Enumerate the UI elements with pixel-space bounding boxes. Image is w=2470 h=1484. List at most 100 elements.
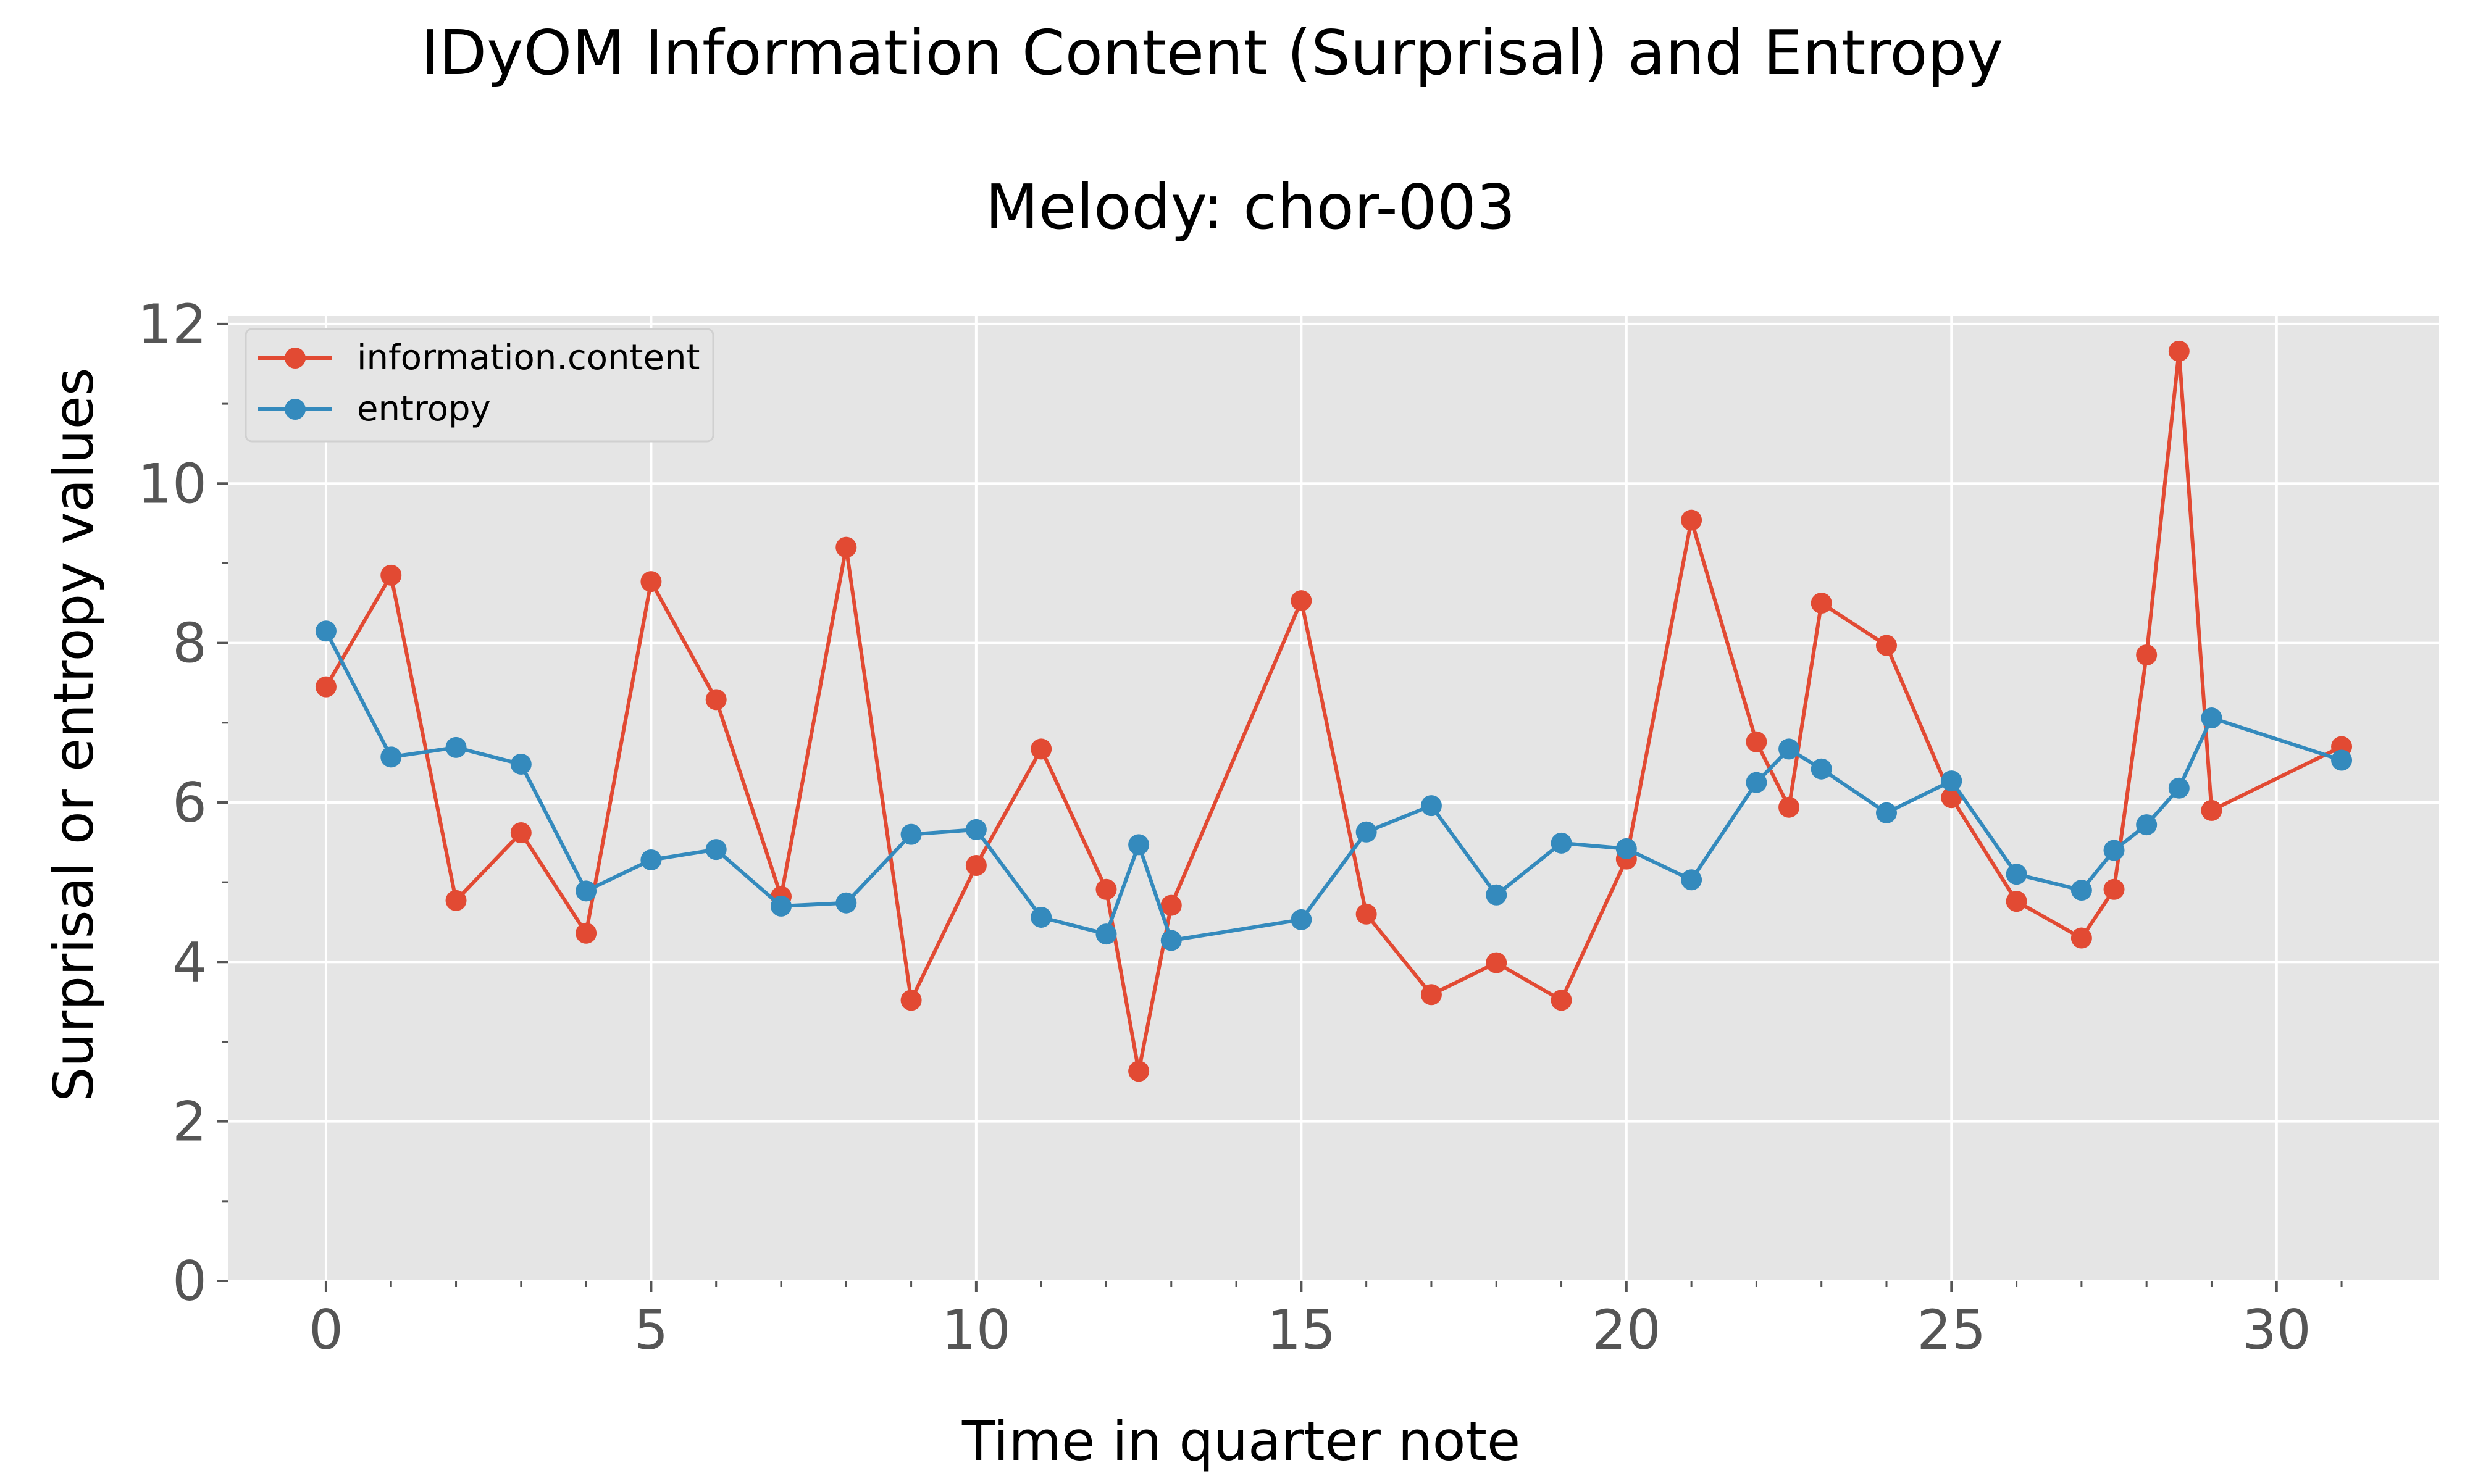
data-point (1486, 884, 1507, 906)
x-tick-label: 5 (634, 1298, 668, 1362)
data-point (705, 689, 727, 711)
legend-marker-information-content (285, 348, 306, 369)
data-point (1486, 952, 1507, 973)
data-point (315, 620, 337, 642)
series-line (324, 349, 2343, 1073)
y-tick-label: 2 (172, 1090, 207, 1154)
data-point (771, 895, 792, 917)
data-point (576, 880, 597, 902)
data-point (900, 990, 922, 1011)
data-point (1031, 906, 1052, 928)
y-tick-label: 0 (172, 1249, 207, 1313)
data-point (1031, 738, 1052, 760)
x-tick-label: 20 (1592, 1298, 1661, 1362)
data-point (380, 564, 402, 586)
data-point (2168, 777, 2190, 799)
legend: information.content entropy (245, 328, 714, 443)
x-tick-label: 10 (942, 1298, 1011, 1362)
data-point (1778, 796, 1800, 818)
data-point (2006, 891, 2027, 912)
data-point (2103, 878, 2125, 900)
data-point (835, 892, 857, 914)
data-point (1420, 984, 1442, 1006)
data-point (1095, 878, 1117, 900)
plot-area (228, 316, 2439, 1281)
x-tick-label: 25 (1917, 1298, 1986, 1362)
data-point (705, 839, 727, 861)
data-point (445, 736, 467, 758)
data-point (1291, 590, 1312, 612)
data-point (1355, 821, 1377, 843)
data-point (640, 571, 662, 593)
data-point (835, 536, 857, 558)
x-tick-label: 15 (1266, 1298, 1336, 1362)
x-tick-label: 30 (2242, 1298, 2311, 1362)
data-point (315, 676, 337, 698)
series-entropy (315, 620, 2353, 951)
data-point (445, 890, 467, 911)
y-tick-label: 10 (138, 452, 207, 515)
x-axis-label: Time in quarter note (961, 1409, 1520, 1473)
data-point (2201, 799, 2222, 821)
data-point (1811, 593, 1832, 614)
data-point (1941, 787, 1962, 809)
data-point (2136, 814, 2158, 836)
y-tick-label: 12 (138, 293, 207, 356)
data-point (2136, 644, 2158, 665)
data-point (900, 823, 922, 845)
y-tick-label: 8 (172, 612, 207, 675)
data-point (1160, 930, 1182, 951)
legend-label-entropy: entropy (357, 389, 491, 429)
data-point (1160, 894, 1182, 916)
legend-box (245, 328, 714, 443)
data-point (2201, 707, 2222, 729)
data-point (1095, 923, 1117, 945)
data-point (576, 922, 597, 944)
x-tick-label: 0 (309, 1298, 343, 1362)
data-point (1291, 909, 1312, 930)
chart-title: IDyOM Information Content (Surprisal) an… (421, 17, 2003, 89)
data-point (1128, 1061, 1150, 1082)
series-layer (315, 340, 2353, 1082)
series-information-content (315, 340, 2353, 1082)
y-tick-label: 4 (172, 930, 207, 994)
data-point (1876, 802, 1897, 823)
data-point (2070, 927, 2092, 949)
y-axis-label: Surprisal or entropy values (42, 367, 106, 1101)
y-tick-label: 6 (172, 771, 207, 835)
data-point (1615, 838, 1637, 859)
data-point (1128, 834, 1150, 856)
data-point (965, 819, 987, 840)
legend-item-entropy: entropy (258, 389, 491, 429)
data-point (510, 822, 532, 844)
legend-label-information-content: information.content (357, 338, 700, 378)
series-line (324, 630, 2343, 943)
legend-marker-entropy (285, 399, 306, 420)
data-point (510, 753, 532, 775)
data-point (640, 849, 662, 870)
data-point (965, 855, 987, 877)
data-point (1746, 772, 1767, 793)
data-point (1811, 758, 1832, 780)
data-point (2070, 880, 2092, 901)
data-point (2006, 864, 2027, 885)
data-point (1746, 731, 1767, 752)
axis-ticks: 0 2 4 6 8 10 12 0 5 10 15 20 25 30 (138, 293, 2343, 1362)
data-point (1778, 738, 1800, 760)
data-point (1876, 635, 1897, 656)
data-point (2331, 749, 2353, 771)
data-point (1681, 869, 1702, 891)
data-point (1551, 832, 1572, 854)
data-point (1420, 795, 1442, 817)
data-point (1551, 990, 1572, 1011)
data-point (1681, 509, 1702, 531)
chart-subtitle: Melody: chor-003 (986, 171, 1516, 243)
data-point (2103, 840, 2125, 861)
data-point (380, 746, 402, 768)
data-point (1355, 903, 1377, 925)
legend-item-information-content: information.content (258, 338, 700, 378)
data-point (2168, 340, 2190, 362)
data-point (1941, 770, 1962, 792)
